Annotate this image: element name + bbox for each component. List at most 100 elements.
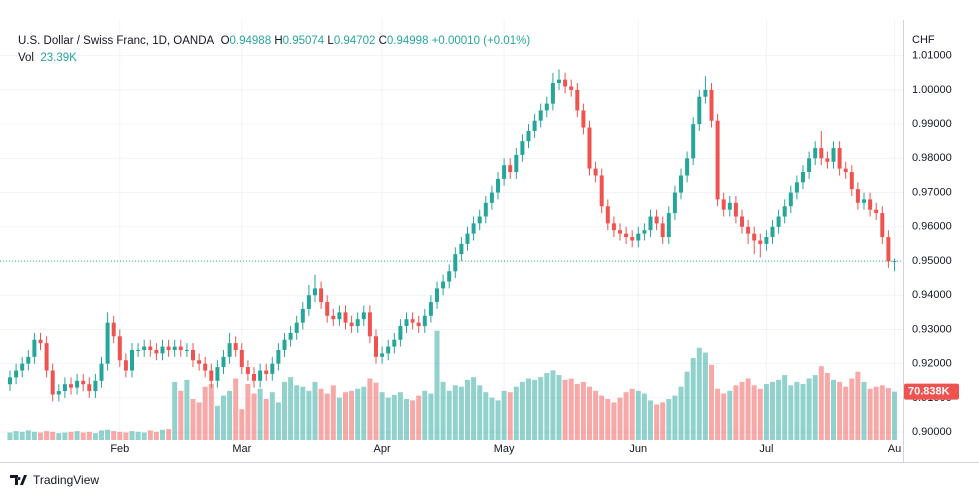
candle-body [758,240,763,244]
volume-bar [849,378,855,440]
candle-body [105,322,110,364]
candle-body [349,322,354,327]
volume-bar [312,381,318,440]
volume-bar [227,390,233,440]
candle-body [239,349,244,368]
candle-body [569,86,574,90]
x-tick-label: Jul [759,443,773,455]
candle-body [630,237,635,241]
candle-body [252,373,256,381]
candle-body [355,319,360,327]
candle-body [26,356,31,364]
candle-body [404,319,409,327]
candle-body [782,206,787,217]
candle-body [489,192,494,203]
candle-body [666,213,671,238]
candle-body [447,271,452,282]
candle-body [270,363,275,374]
volume-bar [422,390,428,440]
candle-body [837,148,842,169]
candle-body [453,254,458,272]
candle-body [294,322,299,333]
candle-body [660,223,665,238]
candle-body [337,312,342,320]
volume-bar [355,388,361,440]
candle-body [148,346,153,350]
candle-body [93,380,98,392]
volume-bar [86,431,92,440]
volume-bar [733,385,739,440]
candle-body [508,165,513,173]
candle-body [788,192,793,207]
candle-body [81,380,86,385]
candle-body [130,349,134,371]
candle-body [550,83,555,104]
candle-body [520,141,525,155]
volume-bar [831,379,836,440]
x-tick-label: Feb [110,443,129,455]
candle-body [862,199,866,203]
candle-body [465,233,470,244]
volume-bar [660,402,666,440]
volume-bar [818,366,824,440]
volume-bar [416,395,422,440]
volume-bar [465,379,470,440]
candle-body [611,223,616,231]
candle-body [849,172,854,190]
legend-line: U.S. Dollar / Swiss Franc, 1D, OANDA O0.… [18,35,530,47]
volume-bar [233,378,239,440]
candle-body [477,216,482,224]
volume-value: 23.39K [40,52,77,64]
candle-body [697,96,702,125]
volume-bar [513,386,519,440]
candle-body [166,346,171,350]
volume-bar [709,364,714,440]
candle-body [142,346,147,350]
candle-body [172,346,177,350]
volume-bar [117,431,123,440]
candle-body [14,370,19,378]
volume-bar [111,431,117,440]
volume-bar [257,388,263,440]
candle-body [276,349,281,364]
volume-bar [324,393,330,440]
volume-bar [80,432,86,440]
volume-bar [153,431,159,440]
candle-body [392,339,397,347]
candle-body [746,226,751,234]
candle-body [740,216,744,227]
y-tick-label: 0.98000 [912,152,952,164]
candle-body [563,79,568,87]
volume-bar [690,358,696,440]
candle-body [685,158,690,176]
volume-bar [745,378,751,440]
volume-bar [31,431,37,440]
volume-bar [275,402,281,440]
candle-body [459,243,464,255]
h-letter: H [274,35,283,47]
volume-bar [483,392,489,440]
volume-bar [13,431,19,440]
volume-bar [99,430,104,440]
candle-body [245,367,250,374]
candle-body [191,349,195,361]
volume-bar [166,429,172,440]
candle-body [184,349,189,351]
candle-body [306,295,311,309]
candle-body [258,370,263,381]
volume-bar [776,379,782,440]
volume-bar [471,377,477,440]
candle-body [367,312,372,337]
volume-bar [74,431,80,440]
plot [0,20,903,440]
volume-bar [641,393,647,440]
volume-bar [404,399,409,440]
volume-bar [507,392,513,440]
volume-bar [446,390,452,440]
candle-body [819,148,824,159]
volume-bar [824,373,830,440]
symbol-title: U.S. Dollar / Swiss Franc, 1D, OANDA [18,35,215,47]
candle-body [56,391,61,395]
volume-bar [580,381,586,440]
volume-bar [885,388,891,440]
